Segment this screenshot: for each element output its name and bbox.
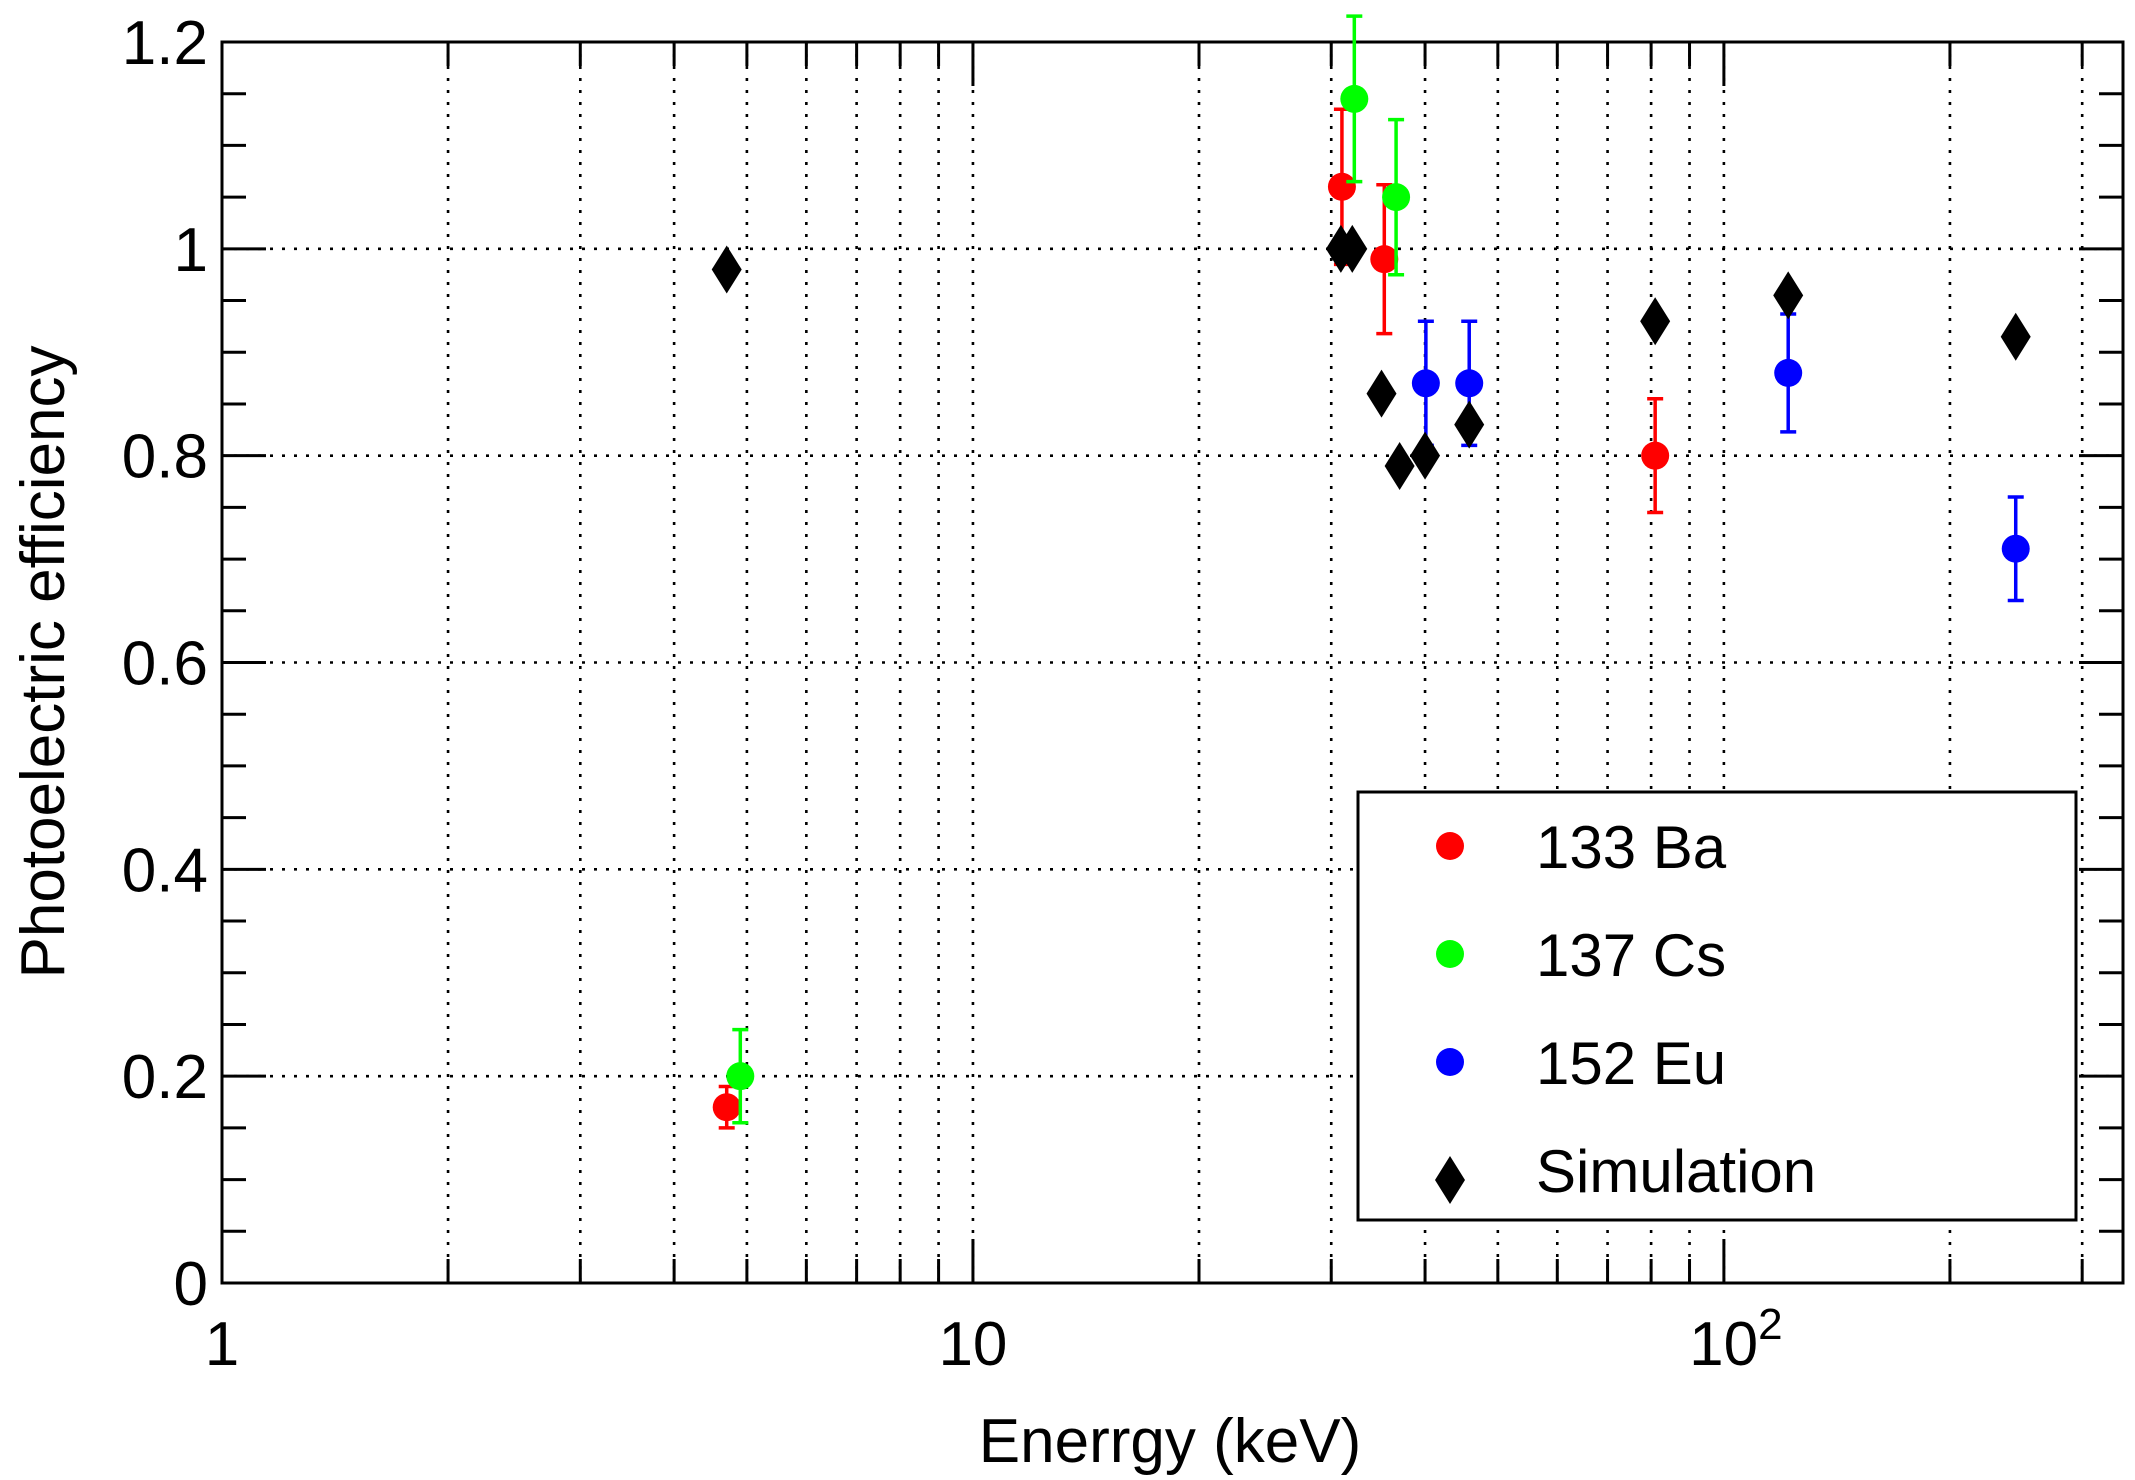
y-tick-label: 0.8 [122, 423, 208, 492]
y-tick-label: 1 [174, 216, 208, 285]
data-point [712, 1093, 741, 1122]
data-point-diamond [2000, 312, 2031, 361]
legend-label: 152 Eu [1536, 1030, 1726, 1097]
data-point [1327, 172, 1356, 201]
data-point-diamond [1410, 431, 1441, 480]
y-axis-title: Photoelectric efficiency [9, 346, 78, 979]
legend-marker [1436, 940, 1464, 968]
y-tick-label: 0 [174, 1250, 208, 1319]
x-axis-tick-labels: 1 10 102 [205, 1300, 1783, 1379]
data-point [1641, 441, 1670, 470]
x-tick-label: 1 [205, 1310, 239, 1379]
data-point-diamond [1384, 442, 1415, 491]
series-137-cs [726, 14, 1411, 1125]
series-simulation [711, 224, 2031, 491]
data-point-diamond [711, 245, 742, 294]
legend-box [1356, 790, 2078, 1222]
legend: 133 Ba 137 Cs 152 Eu Simulation [1356, 790, 2078, 1222]
data-point [1370, 245, 1399, 274]
data-point [1774, 358, 1803, 387]
y-tick-label: 0.6 [122, 630, 208, 699]
data-point [1455, 369, 1484, 398]
data-point-diamond [1454, 400, 1485, 449]
legend-label: 133 Ba [1536, 814, 1727, 881]
data-point-diamond [1337, 224, 1368, 273]
x-tick-label: 102 [1689, 1300, 1782, 1379]
y-tick-label: 0.4 [122, 836, 208, 905]
y-tick-label: 1.2 [122, 9, 208, 78]
legend-label: Simulation [1536, 1138, 1816, 1205]
data-point-diamond [1366, 369, 1397, 418]
data-point [726, 1062, 755, 1091]
y-axis-tick-labels: 0 0.2 0.4 0.6 0.8 1 1.2 [122, 9, 208, 1319]
legend-marker [1436, 832, 1464, 860]
data-point-diamond [1640, 297, 1671, 346]
data-points [711, 14, 2031, 1130]
legend-marker-diamond [1435, 1156, 1465, 1204]
plot-frame [220, 40, 2125, 1285]
x-tick-label: 10 [938, 1310, 1007, 1379]
data-point [1411, 369, 1440, 398]
legend-label: 137 Cs [1536, 922, 1726, 989]
series-152-eu [1411, 312, 2030, 603]
x-axis-title: Enerrgy (keV) [979, 1407, 1361, 1476]
data-point [1340, 84, 1369, 113]
data-point [2001, 534, 2030, 563]
y-tick-label: 0.2 [122, 1043, 208, 1112]
series-133-ba [712, 107, 1670, 1130]
legend-marker [1436, 1048, 1464, 1076]
data-point-diamond [1773, 271, 1804, 320]
data-point [1382, 183, 1411, 212]
